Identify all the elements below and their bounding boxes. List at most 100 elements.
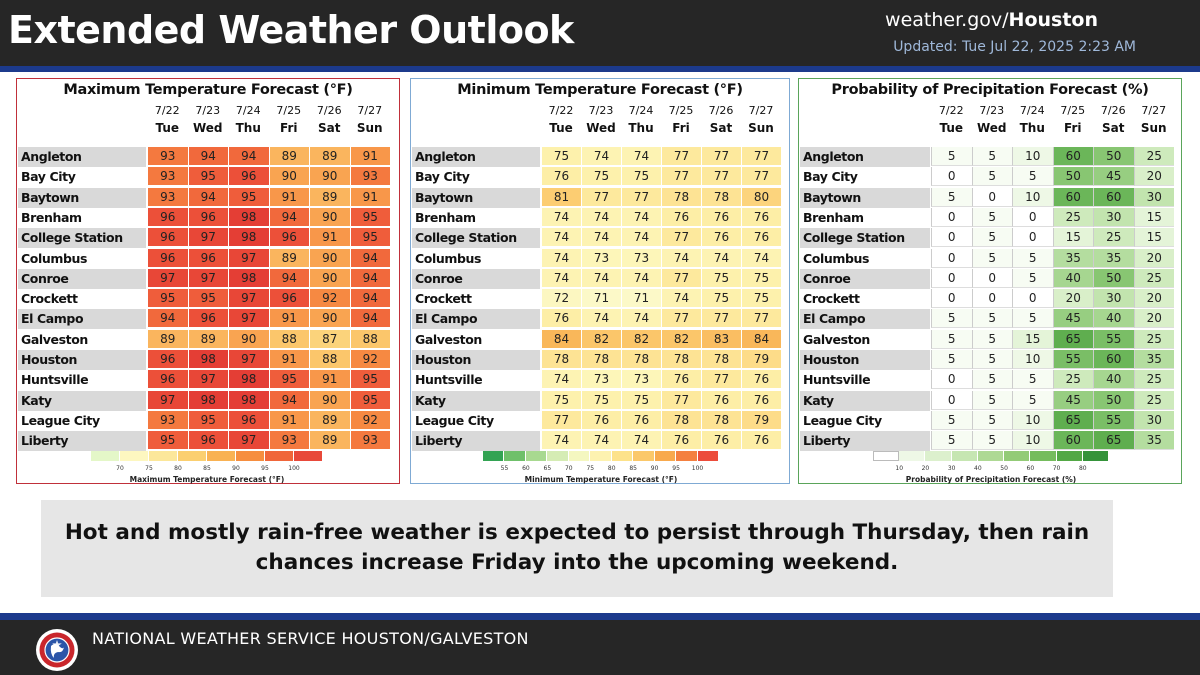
value-cell: 98 (228, 370, 269, 390)
legend-swatch (951, 451, 978, 461)
value-cell: 94 (268, 207, 309, 227)
city-label: El Campo (803, 311, 866, 327)
row-band (18, 268, 146, 289)
value-cell: 93 (268, 431, 309, 451)
legend-swatch (1082, 451, 1109, 461)
legend-tick-label: 100 (288, 465, 300, 472)
city-label: El Campo (21, 311, 84, 327)
value-cell: 76 (741, 390, 781, 410)
value-cell: 20 (1052, 289, 1093, 309)
value-cell: 95 (349, 390, 390, 410)
legend-tick-label: 100 (691, 465, 704, 472)
weekday-label: Wed (586, 121, 616, 135)
value-cell: 75 (581, 390, 621, 410)
value-cell: 96 (147, 228, 188, 248)
weekday-label: Tue (549, 121, 573, 135)
value-cell: 25 (1052, 370, 1093, 390)
value-cell: 5 (931, 187, 972, 207)
value-cell: 5 (971, 350, 1012, 369)
value-cell: 94 (228, 147, 269, 166)
value-cell: 76 (541, 167, 581, 187)
value-cell: 95 (349, 370, 390, 390)
city-label: College Station (803, 230, 905, 246)
value-cell: 5 (971, 167, 1012, 187)
value-cell: 96 (147, 248, 188, 268)
value-cell: 75 (621, 390, 661, 410)
value-cell: 76 (701, 431, 741, 451)
value-cell: 84 (541, 329, 581, 349)
weekday-label: Tue (155, 121, 180, 135)
value-cell: 45 (1052, 390, 1093, 410)
value-cell: 88 (268, 329, 309, 349)
value-cell: 40 (1052, 268, 1093, 288)
value-cell: 95 (187, 167, 228, 187)
value-cell: 10 (1012, 187, 1053, 207)
value-cell: 96 (187, 207, 228, 227)
row-band (412, 390, 540, 411)
value-cell: 91 (349, 147, 390, 166)
legend-swatch (977, 451, 1005, 461)
date-header: 7/26 Sat (1093, 104, 1134, 135)
value-cell: 98 (228, 268, 269, 288)
value-cell: 5 (971, 329, 1012, 349)
panel-title: Probability of Precipitation Forecast (%… (831, 82, 1149, 98)
weekday-label: Thu (1019, 121, 1045, 135)
legend-tick-label: 20 (921, 465, 930, 472)
row-band (800, 350, 930, 370)
value-cell: 83 (701, 329, 741, 349)
value-cell: 73 (621, 370, 661, 390)
value-cell: 74 (621, 207, 661, 227)
value-cell: 90 (309, 309, 350, 329)
value-cell: 0 (931, 268, 972, 288)
value-cell: 94 (349, 248, 390, 268)
value-cell: 97 (147, 268, 188, 288)
value-cell: 98 (228, 228, 269, 248)
city-label: Galveston (803, 331, 870, 347)
legend-tick-label: 70 (1052, 465, 1061, 472)
value-cell: 35 (1133, 431, 1174, 451)
value-cell: 94 (147, 309, 188, 329)
value-cell: 5 (931, 309, 972, 329)
legend-swatch (120, 451, 149, 461)
date-label: 7/22 (154, 104, 180, 117)
legend-swatch (236, 451, 265, 461)
site-url[interactable]: weather.gov/Houston (885, 9, 1098, 31)
city-label: Angleton (21, 149, 82, 164)
value-cell: 76 (621, 410, 661, 430)
value-cell: 98 (228, 390, 269, 410)
value-cell: 10 (1012, 147, 1053, 166)
summary-line-1: Hot and mostly rain-free weather is expe… (64, 520, 1090, 545)
city-label: College Station (415, 230, 517, 246)
row-band (800, 309, 930, 330)
value-cell: 74 (621, 147, 661, 166)
value-cell: 35 (1052, 248, 1093, 268)
value-cell: 71 (581, 289, 621, 309)
value-cell: 79 (741, 350, 781, 369)
value-cell: 76 (741, 370, 781, 390)
value-cell: 76 (661, 370, 701, 390)
value-cell: 91 (309, 228, 350, 248)
value-cell: 95 (187, 289, 228, 309)
date-label: 7/27 (1141, 104, 1167, 117)
row-band (18, 309, 146, 330)
value-cell: 5 (971, 410, 1012, 430)
value-cell: 76 (741, 228, 781, 248)
date-label: 7/27 (748, 104, 774, 117)
value-cell: 0 (931, 207, 972, 227)
value-cell: 30 (1093, 289, 1134, 309)
value-cell: 95 (268, 370, 309, 390)
city-label: Huntsville (21, 372, 89, 388)
value-cell: 74 (541, 248, 581, 268)
value-cell: 78 (541, 350, 581, 369)
weekday-label: Wed (192, 121, 223, 135)
value-cell: 77 (741, 167, 781, 187)
legend-tick-label: 90 (232, 465, 240, 472)
updated-timestamp: Updated: Tue Jul 22, 2025 2:23 AM (893, 39, 1136, 55)
value-cell: 25 (1093, 228, 1134, 248)
row-band (800, 268, 930, 289)
row-band (412, 350, 540, 370)
value-cell: 35 (1133, 350, 1174, 369)
value-cell: 77 (701, 147, 741, 166)
summary-box: Hot and mostly rain-free weather is expe… (41, 500, 1113, 597)
city-label: Bay City (803, 169, 858, 185)
